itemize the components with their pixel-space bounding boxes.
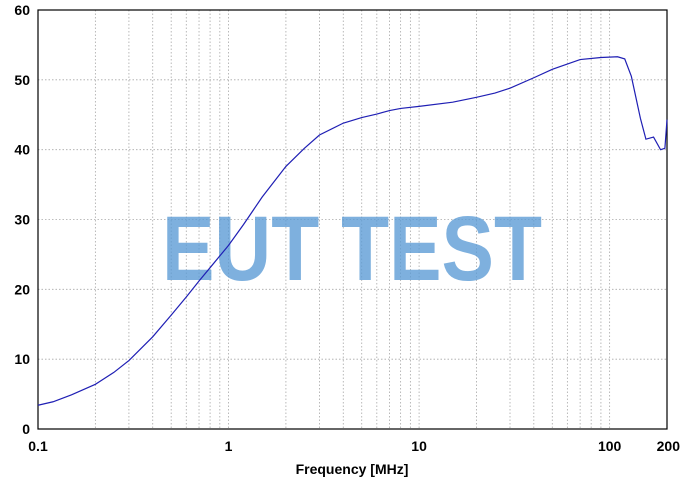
y-tick-label: 30 — [14, 212, 30, 228]
x-axis-title: Frequency [MHz] — [296, 461, 409, 477]
y-tick-label: 50 — [14, 72, 30, 88]
x-tick-label: 100 — [598, 438, 622, 454]
x-tick-label: 10 — [411, 438, 427, 454]
y-tick-label: 0 — [22, 421, 30, 437]
x-tick-label: 200 — [657, 438, 681, 454]
y-tick-label: 60 — [14, 2, 30, 18]
x-tick-labels: 0.1 1 10 100 200 — [28, 438, 680, 454]
x-tick-label: 1 — [225, 438, 233, 454]
y-tick-labels: 0 10 20 30 40 50 60 — [14, 2, 30, 437]
data-line — [37, 56, 668, 406]
watermark: EUT TEST — [162, 198, 542, 300]
x-tick-label: 0.1 — [28, 438, 48, 454]
y-tick-label: 20 — [14, 281, 30, 297]
y-tick-label: 10 — [14, 351, 30, 367]
y-tick-label: 40 — [14, 142, 30, 158]
plot-frame — [37, 9, 668, 430]
